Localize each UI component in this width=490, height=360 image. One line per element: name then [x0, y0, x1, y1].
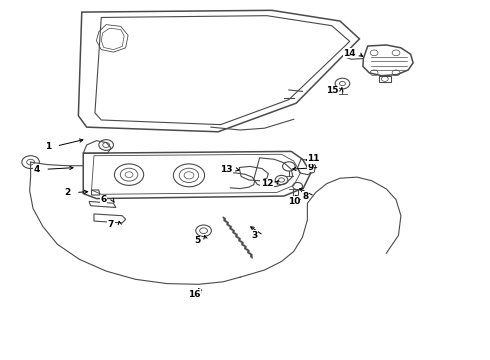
Text: 5: 5 — [194, 236, 200, 245]
Text: 9: 9 — [308, 163, 314, 172]
Text: 8: 8 — [303, 192, 309, 201]
Text: 12: 12 — [261, 179, 273, 188]
Text: 3: 3 — [252, 231, 258, 240]
Text: 14: 14 — [343, 49, 356, 58]
Text: 15: 15 — [326, 86, 339, 95]
Text: 10: 10 — [288, 197, 300, 206]
Text: 1: 1 — [45, 141, 51, 150]
Text: 4: 4 — [33, 165, 40, 174]
Text: 11: 11 — [307, 154, 319, 163]
Text: 13: 13 — [220, 165, 233, 174]
Text: 2: 2 — [64, 188, 70, 197]
Text: 7: 7 — [108, 220, 114, 229]
Text: 16: 16 — [188, 290, 200, 299]
Text: 6: 6 — [100, 195, 107, 204]
